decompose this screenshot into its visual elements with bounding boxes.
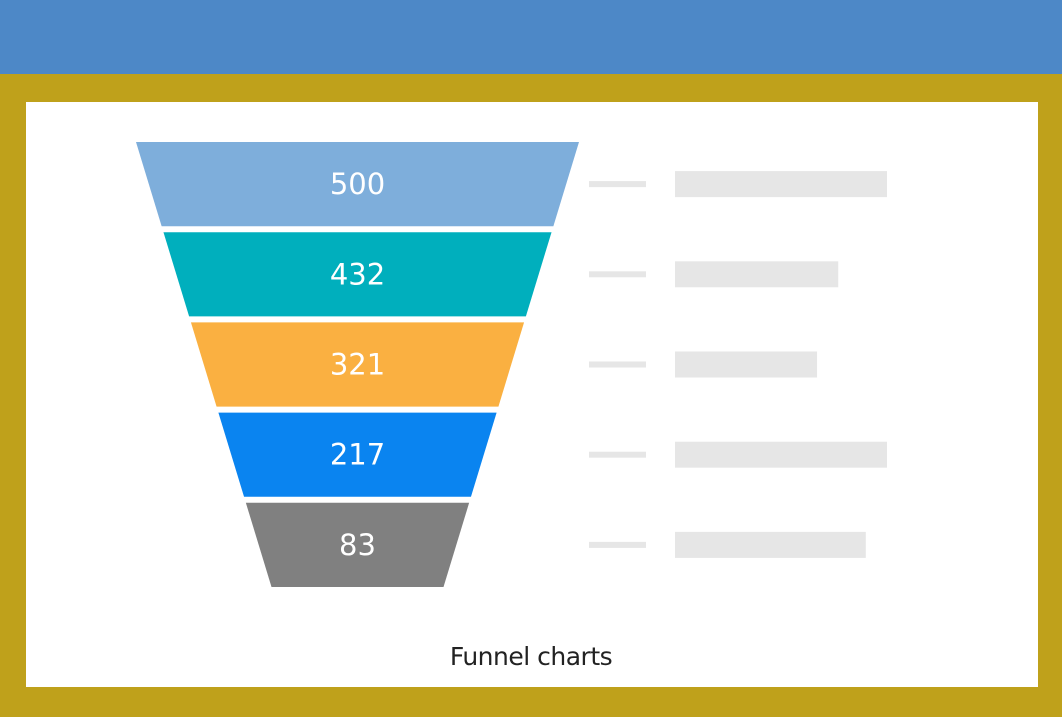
chart-caption: Funnel charts [449, 642, 613, 671]
legend-placeholder-bar-1 [675, 171, 887, 198]
header-bar [0, 0, 1062, 74]
legend-connector-4 [589, 451, 646, 458]
funnel-segment-4 [218, 412, 497, 497]
legend-placeholder-bar-5 [675, 531, 866, 558]
funnel-value-label-4: 217 [330, 438, 385, 472]
legend-placeholder-bar-2 [675, 261, 839, 288]
funnel-segment-3 [190, 322, 525, 407]
funnel-value-label-2: 432 [330, 257, 385, 291]
funnel-value-label-1: 500 [330, 167, 385, 201]
legend-connector-3 [589, 361, 646, 368]
legend-connector-5 [589, 541, 646, 548]
funnel-value-label-5: 83 [339, 528, 376, 562]
funnel-segment-5 [245, 502, 470, 587]
legend-placeholder-bar-3 [675, 351, 818, 378]
legend-connector-2 [589, 271, 646, 278]
funnel-segment-1 [136, 142, 579, 227]
legend-placeholder-bar-4 [675, 441, 887, 468]
funnel-value-label-3: 321 [330, 348, 385, 382]
funnel-segment-2 [163, 232, 552, 317]
legend-connector-1 [589, 181, 646, 188]
